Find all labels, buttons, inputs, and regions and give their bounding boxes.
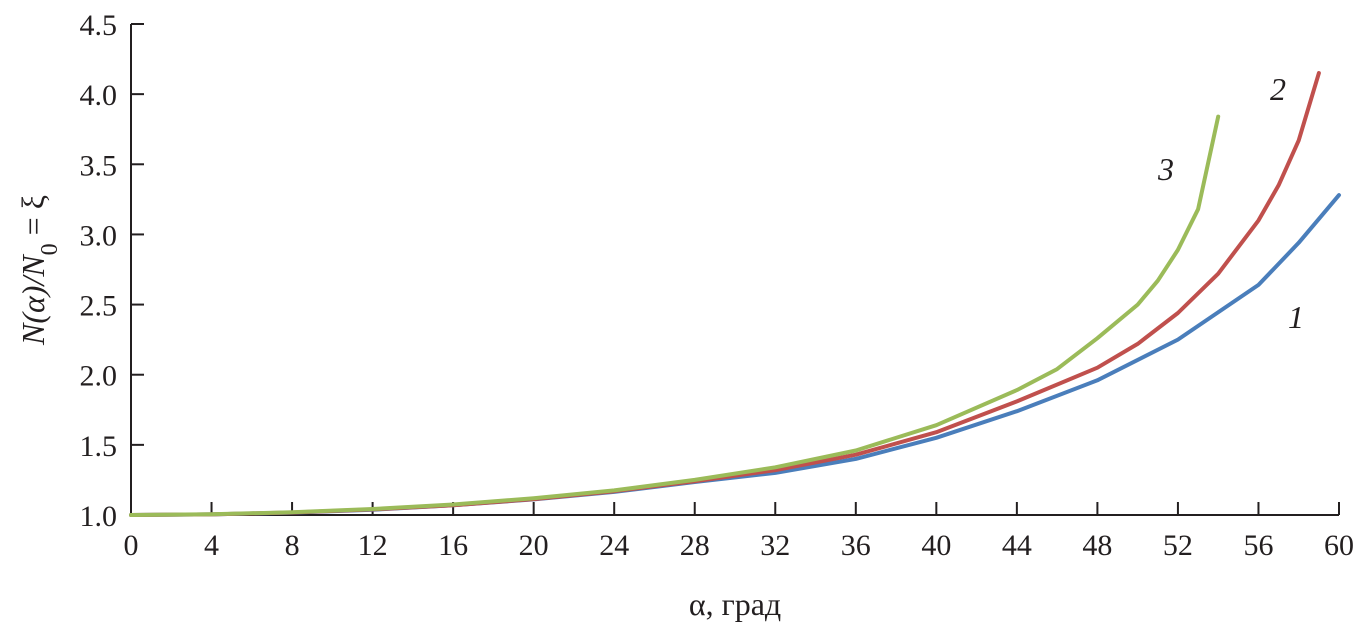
curve-label-1: 1 xyxy=(1288,299,1304,335)
y-tick-label: 4.0 xyxy=(80,79,118,112)
x-tick-label: 28 xyxy=(680,529,710,562)
y-tick-label: 2.5 xyxy=(80,290,118,323)
x-tick-label: 48 xyxy=(1082,529,1112,562)
x-axis-label: α, град xyxy=(689,586,781,622)
curve-label-2: 2 xyxy=(1270,71,1286,107)
x-tick-label: 56 xyxy=(1243,529,1273,562)
y-label-main: N(α)/N xyxy=(15,254,51,346)
x-axis-ticks: 0 4 8 12 16 20 24 28 32 36 40 44 48 52 56 60 xyxy=(124,502,1354,562)
y-tick-label: 1.5 xyxy=(80,430,118,463)
y-label-subscript: 0 xyxy=(37,243,63,255)
y-tick-label: 4.5 xyxy=(80,9,118,42)
y-axis-label: N(α)/N0 = ξ xyxy=(15,195,63,346)
y-axis-ticks: 1.0 1.5 2.0 2.5 3.0 3.5 4.0 4.5 xyxy=(80,9,144,533)
y-tick-label: 3.0 xyxy=(80,219,118,252)
y-tick-label: 3.5 xyxy=(80,149,118,182)
x-tick-label: 36 xyxy=(841,529,871,562)
y-tick-label: 2.0 xyxy=(80,360,118,393)
series-line-3 xyxy=(129,114,1221,517)
x-tick-label: 60 xyxy=(1324,529,1354,562)
x-tick-label: 24 xyxy=(599,529,629,562)
series-group xyxy=(129,71,1341,517)
x-tick-label: 0 xyxy=(124,529,139,562)
series-line-2 xyxy=(129,71,1321,517)
x-tick-label: 40 xyxy=(921,529,951,562)
y-tick-label: 1.0 xyxy=(80,500,118,533)
curve-label-3: 3 xyxy=(1157,151,1174,187)
x-tick-label: 8 xyxy=(285,529,300,562)
series-line-1 xyxy=(129,193,1341,517)
x-tick-label: 16 xyxy=(438,529,468,562)
y-label-suffix: = ξ xyxy=(15,195,51,243)
x-tick-label: 20 xyxy=(519,529,549,562)
x-tick-label: 12 xyxy=(358,529,388,562)
x-tick-label: 44 xyxy=(1002,529,1032,562)
x-tick-label: 32 xyxy=(760,529,790,562)
x-tick-label: 4 xyxy=(204,529,219,562)
x-tick-label: 52 xyxy=(1163,529,1193,562)
